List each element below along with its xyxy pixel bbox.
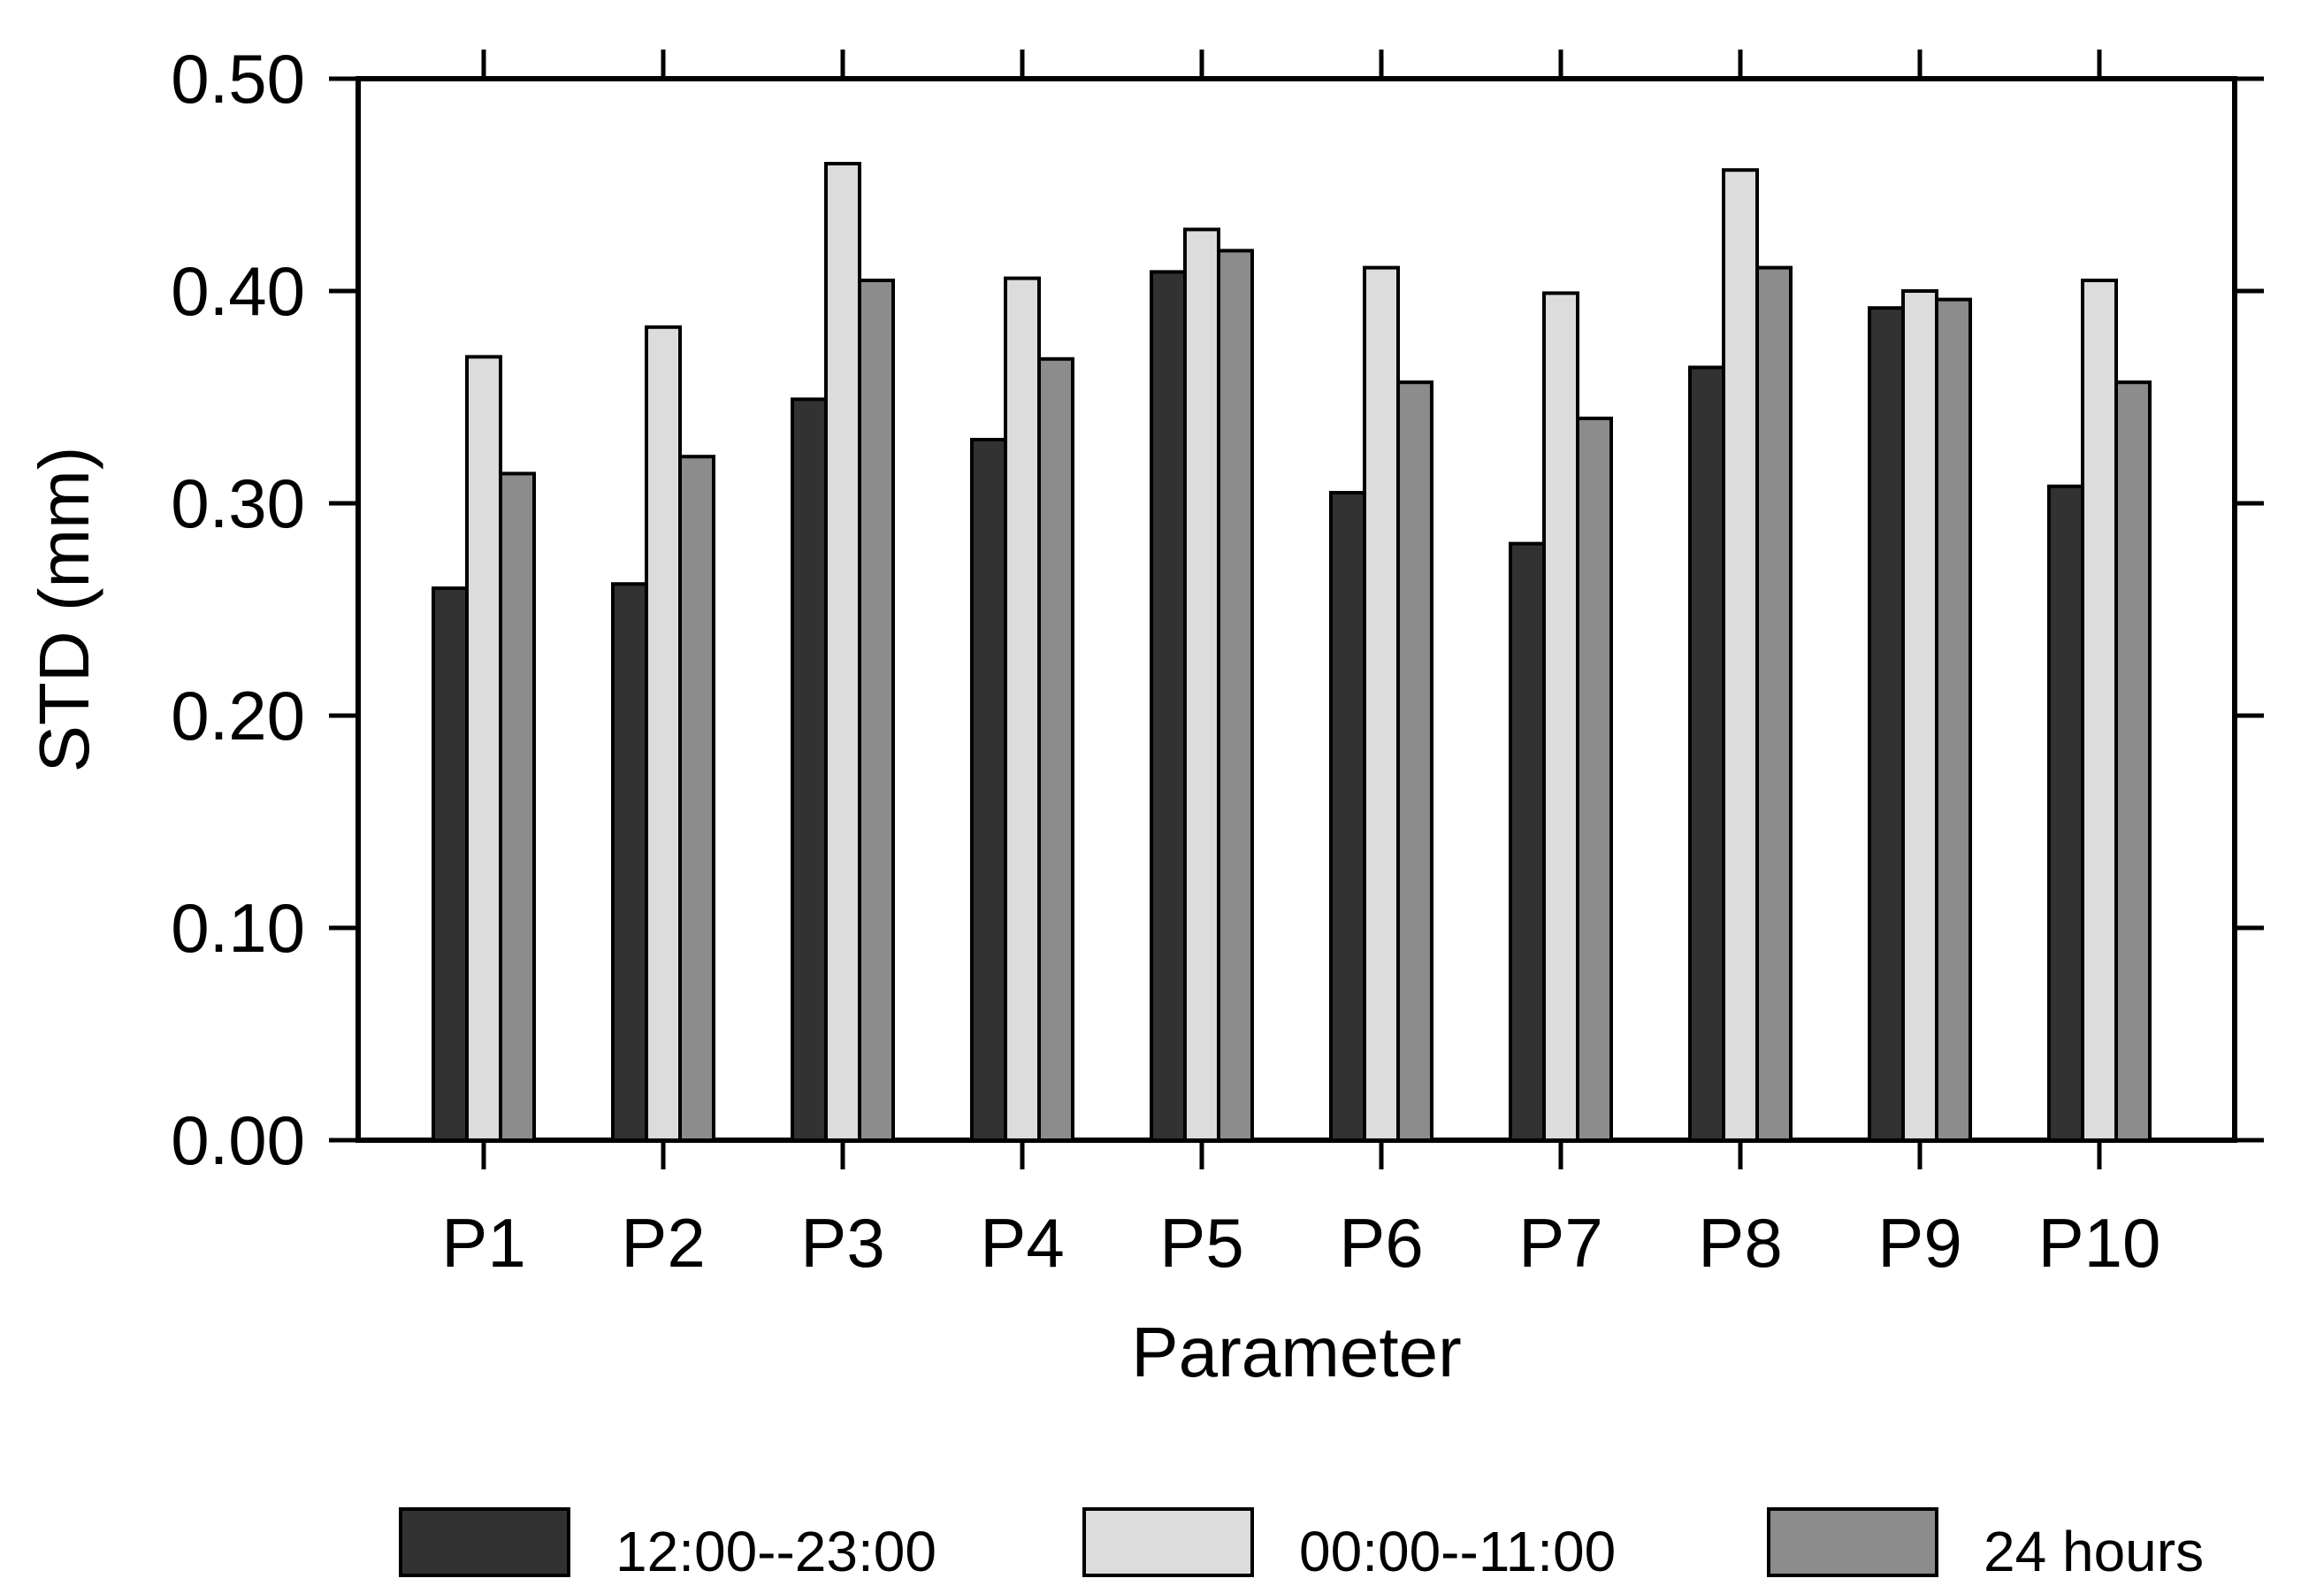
category-label: P3 bbox=[800, 1204, 884, 1282]
legend-swatch-series2 bbox=[1767, 1507, 1938, 1577]
y-axis-tick-label: 0.20 bbox=[171, 677, 305, 755]
bar-p3-series1 bbox=[824, 162, 861, 1142]
category-label: P1 bbox=[441, 1204, 525, 1282]
legend-swatch-series0 bbox=[399, 1507, 570, 1577]
y-axis-tick-label: 0.50 bbox=[171, 40, 305, 118]
bar-p4-series0 bbox=[970, 438, 1007, 1142]
legend-label-series2: 24 hours bbox=[1984, 1520, 2204, 1583]
y-axis-title: STD (mm) bbox=[25, 447, 103, 773]
bar-p5-series1 bbox=[1183, 227, 1220, 1142]
plot-frame bbox=[355, 76, 2237, 1143]
bar-p7-series1 bbox=[1542, 291, 1579, 1142]
bar-p9-series2 bbox=[1935, 297, 1972, 1143]
bar-p4-series1 bbox=[1004, 276, 1041, 1143]
bar-p2-series0 bbox=[611, 582, 648, 1142]
category-label: P4 bbox=[980, 1204, 1064, 1282]
bar-p6-series1 bbox=[1363, 265, 1400, 1143]
bar-p2-series2 bbox=[678, 455, 715, 1142]
category-label: P6 bbox=[1339, 1204, 1423, 1282]
y-axis-tick-label: 0.10 bbox=[171, 889, 305, 967]
x-axis-title: Parameter bbox=[1131, 1313, 1461, 1391]
bar-p9-series0 bbox=[1868, 306, 1905, 1142]
bar-p10-series0 bbox=[2047, 484, 2084, 1142]
bar-p2-series1 bbox=[645, 325, 682, 1142]
bar-p7-series2 bbox=[1576, 417, 1613, 1142]
bar-p1-series2 bbox=[499, 471, 536, 1142]
bar-p3-series0 bbox=[791, 397, 828, 1142]
category-label: P8 bbox=[1698, 1204, 1782, 1282]
y-axis-tick-label: 0.30 bbox=[171, 464, 305, 542]
category-label: P2 bbox=[621, 1204, 705, 1282]
bar-p8-series1 bbox=[1722, 168, 1759, 1143]
bar-p6-series2 bbox=[1396, 380, 1433, 1142]
bar-p1-series0 bbox=[432, 586, 469, 1142]
category-label: P7 bbox=[1518, 1204, 1602, 1282]
bar-p1-series1 bbox=[465, 355, 502, 1142]
category-label: P5 bbox=[1159, 1204, 1243, 1282]
bar-p8-series2 bbox=[1755, 265, 1793, 1143]
bar-p7-series0 bbox=[1509, 541, 1546, 1142]
y-axis-tick-label: 0.40 bbox=[171, 252, 305, 330]
bar-p6-series0 bbox=[1329, 491, 1366, 1142]
y-axis-tick-label: 0.00 bbox=[171, 1101, 305, 1179]
bar-p10-series1 bbox=[2081, 279, 2118, 1142]
bar-p3-series2 bbox=[858, 279, 895, 1142]
legend-swatch-series1 bbox=[1082, 1507, 1254, 1577]
legend-label-series1: 00:00--11:00 bbox=[1299, 1520, 1616, 1583]
category-label: P10 bbox=[2038, 1204, 2161, 1282]
bar-p9-series1 bbox=[1901, 289, 1938, 1142]
bar-p10-series2 bbox=[2114, 380, 2152, 1142]
legend-label-series0: 12:00--23:00 bbox=[615, 1520, 936, 1583]
bar-p5-series2 bbox=[1217, 249, 1254, 1142]
bar-p4-series2 bbox=[1037, 356, 1074, 1142]
bar-p8-series0 bbox=[1688, 365, 1725, 1142]
category-label: P9 bbox=[1877, 1204, 1961, 1282]
bar-p5-series0 bbox=[1150, 270, 1187, 1142]
